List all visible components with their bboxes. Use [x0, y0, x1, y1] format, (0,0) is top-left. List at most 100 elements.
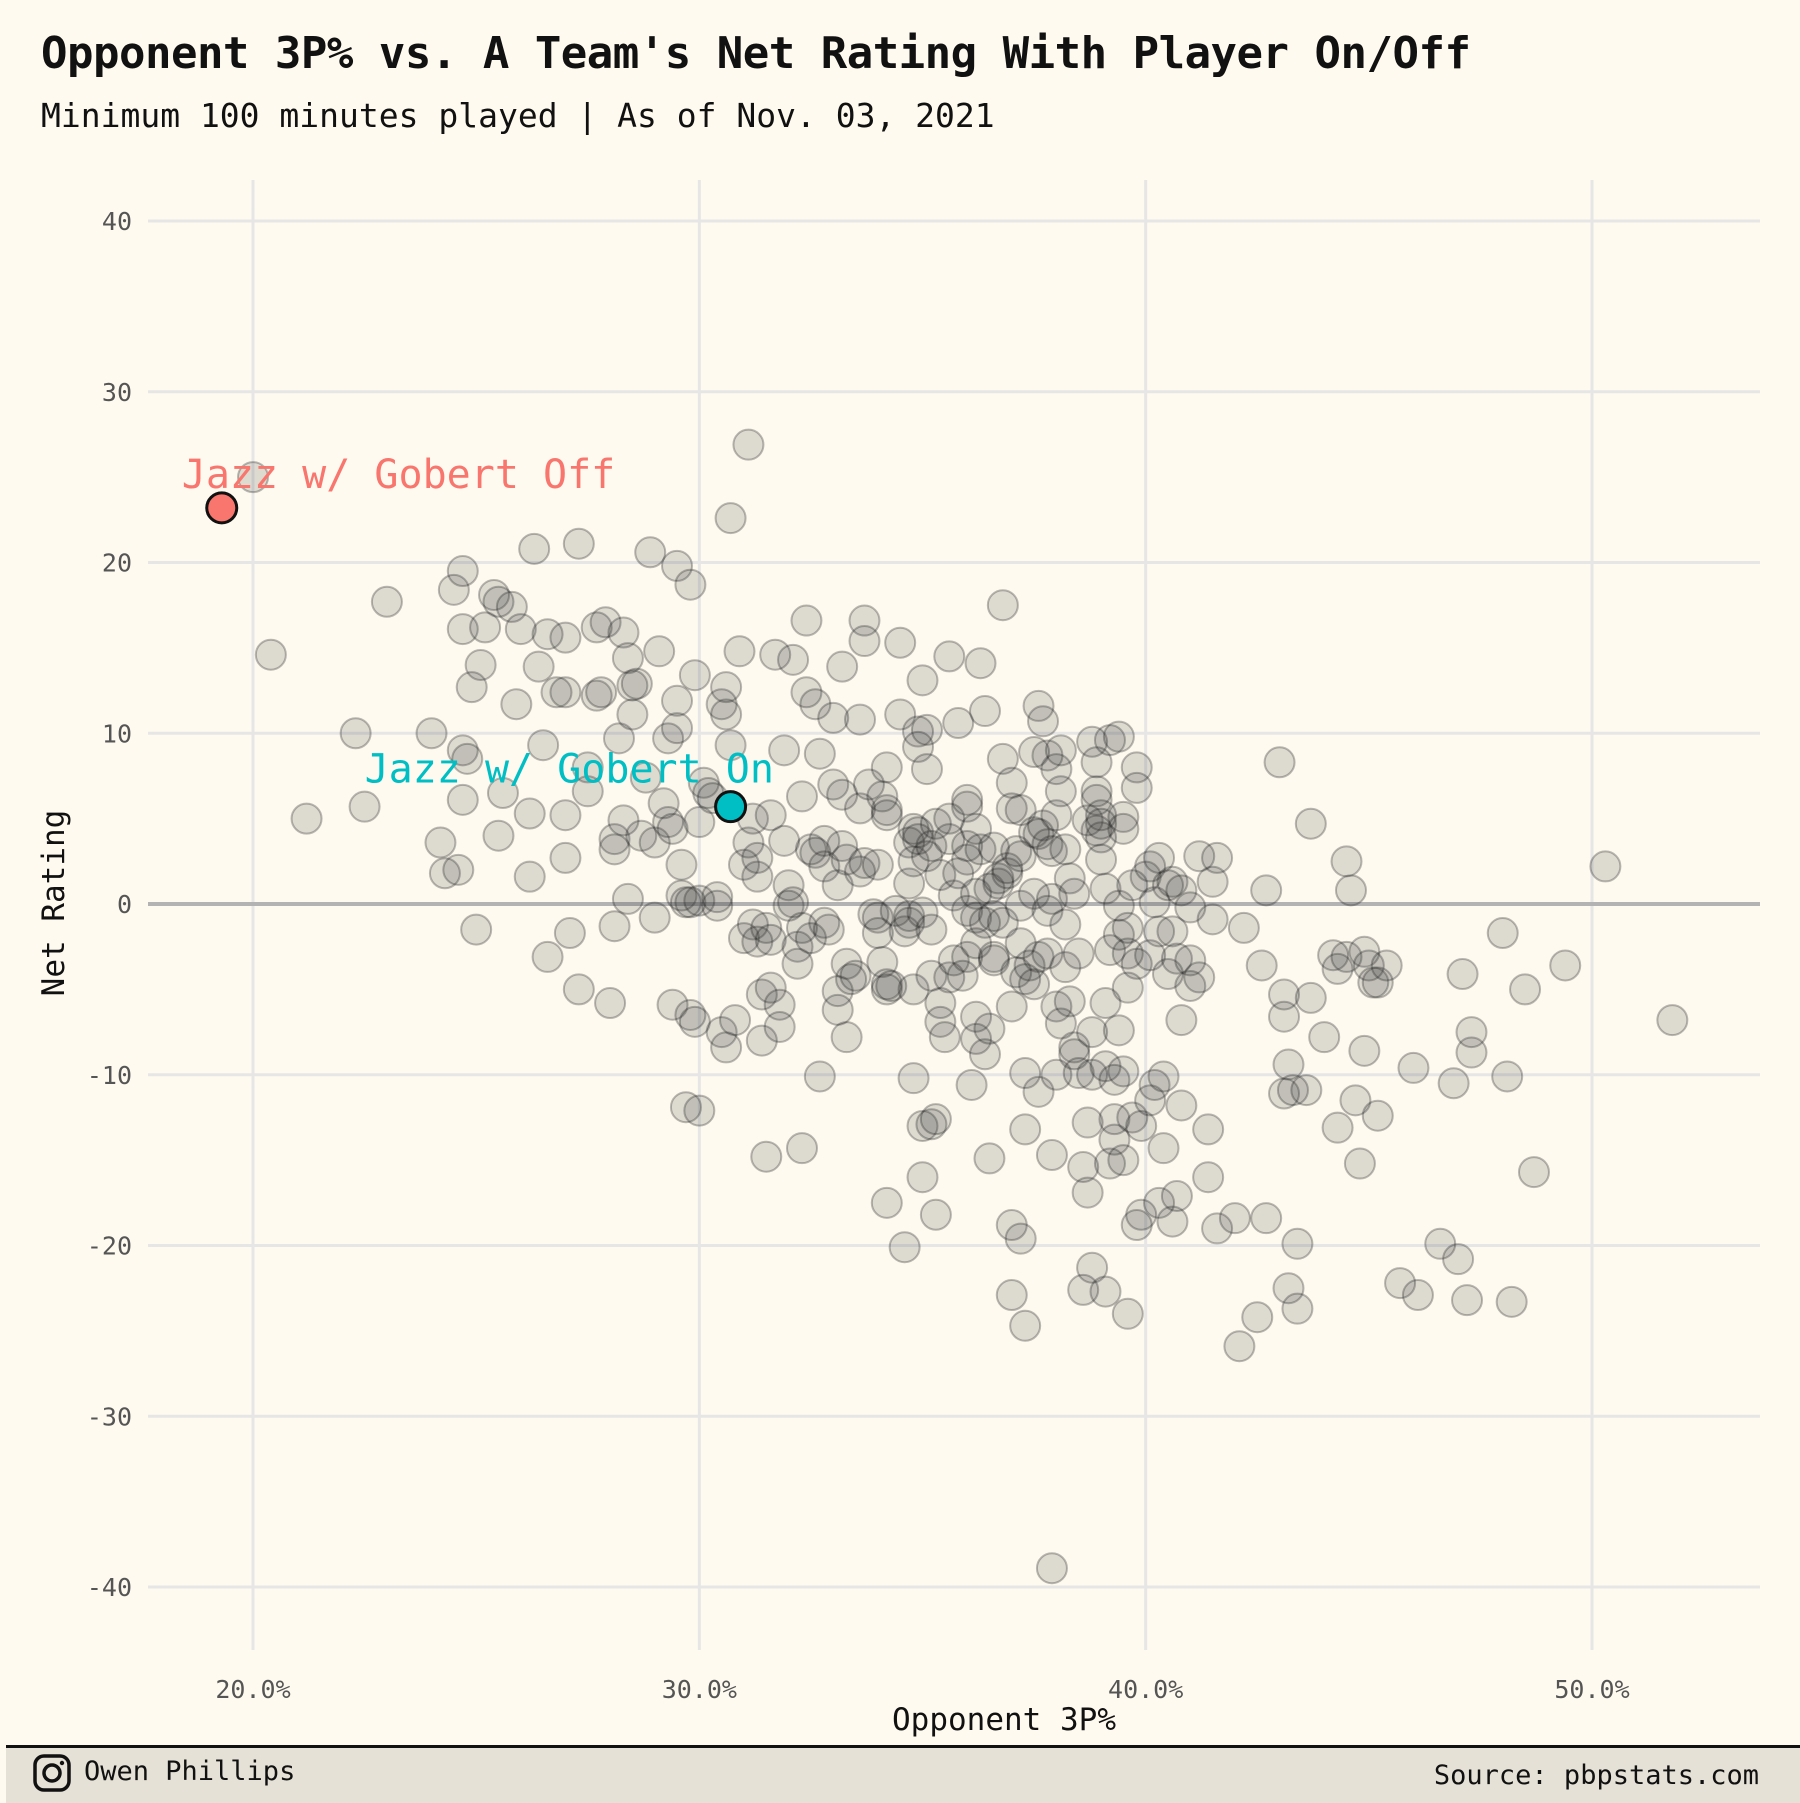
data-point — [812, 913, 845, 946]
data-point — [710, 1031, 743, 1064]
data-point — [683, 1094, 716, 1127]
data-point — [1317, 939, 1350, 972]
data-point — [460, 913, 493, 946]
y-tick-label: 20 — [102, 549, 132, 578]
data-point — [955, 1068, 988, 1101]
data-point — [897, 812, 930, 845]
data-point — [1268, 1000, 1301, 1033]
data-point — [977, 944, 1010, 977]
data-point — [991, 857, 1024, 890]
y-tick-label: -30 — [87, 1402, 132, 1431]
data-point — [1138, 1068, 1171, 1101]
data-point — [1009, 1057, 1042, 1090]
data-point — [893, 826, 926, 859]
data-point — [830, 947, 863, 980]
data-point — [986, 742, 1019, 775]
data-point — [1370, 949, 1403, 982]
data-point — [1004, 1222, 1037, 1255]
gridlines — [148, 180, 1760, 1650]
chart-subtitle: Minimum 100 minutes played | As of Nov. … — [41, 96, 995, 135]
data-point — [1348, 935, 1381, 968]
data-point — [785, 911, 818, 944]
data-point — [1067, 1273, 1100, 1306]
data-point — [518, 532, 551, 565]
data-point — [951, 843, 984, 876]
data-point — [1058, 877, 1091, 910]
data-point — [754, 799, 787, 832]
data-point — [884, 698, 917, 731]
data-point — [482, 819, 515, 852]
data-point — [571, 751, 604, 784]
data-point — [710, 698, 743, 731]
data-point — [1093, 934, 1126, 967]
data-point — [478, 578, 511, 611]
data-point — [683, 806, 716, 839]
data-point — [527, 729, 560, 762]
data-point — [1143, 915, 1176, 948]
data-point — [1437, 1067, 1470, 1100]
data-point — [727, 922, 760, 955]
data-point — [960, 877, 993, 910]
data-point — [1218, 1202, 1251, 1235]
data-point — [1058, 1038, 1091, 1071]
data-point — [500, 688, 533, 721]
data-point — [1361, 966, 1394, 999]
data-point — [754, 971, 787, 1004]
data-point — [616, 698, 649, 731]
data-point — [933, 640, 966, 673]
data-point — [1174, 969, 1207, 1002]
data-point — [1031, 894, 1064, 927]
data-point — [1165, 874, 1198, 907]
data-point — [1196, 865, 1229, 898]
data-point — [924, 987, 957, 1020]
data-point — [772, 869, 805, 902]
data-point — [830, 843, 863, 876]
data-point — [1080, 814, 1113, 847]
data-point — [1107, 800, 1140, 833]
data-point — [464, 648, 497, 681]
data-point — [1451, 1284, 1484, 1317]
data-point — [1111, 1297, 1144, 1330]
data-point — [861, 901, 894, 934]
data-point — [915, 913, 948, 946]
x-tick-label: 50.0% — [1554, 1675, 1629, 1704]
data-point — [674, 568, 707, 601]
data-point — [968, 1038, 1001, 1071]
data-point — [910, 713, 943, 746]
data-point — [919, 807, 952, 840]
data-points — [237, 428, 1689, 1585]
data-point — [602, 722, 635, 755]
data-point — [1022, 817, 1055, 850]
data-point — [995, 792, 1028, 825]
data-point — [1009, 1113, 1042, 1146]
data-point — [1290, 1074, 1323, 1107]
data-point — [705, 1016, 738, 1049]
data-point — [777, 886, 810, 919]
data-point — [1250, 874, 1283, 907]
data-point — [1156, 1205, 1189, 1238]
data-point — [951, 894, 984, 927]
data-point — [915, 1108, 948, 1141]
data-point — [861, 917, 894, 950]
data-point — [540, 676, 573, 709]
y-tick-label: 40 — [102, 207, 132, 236]
data-point — [1509, 973, 1542, 1006]
data-point — [919, 1103, 952, 1136]
data-point — [937, 944, 970, 977]
data-point — [821, 975, 854, 1008]
data-point — [661, 712, 694, 745]
data-point — [741, 860, 774, 893]
data-point — [1098, 1063, 1131, 1096]
y-tick-label: 0 — [117, 890, 132, 919]
data-point — [870, 973, 903, 1006]
data-point — [906, 1109, 939, 1142]
data-point — [1192, 1113, 1225, 1146]
data-point — [1071, 1176, 1104, 1209]
data-point — [861, 848, 894, 881]
data-point — [513, 797, 546, 830]
data-point — [611, 882, 644, 915]
data-point — [803, 1060, 836, 1093]
data-point — [638, 901, 671, 934]
data-point — [973, 1012, 1006, 1045]
data-point — [1116, 1101, 1149, 1134]
